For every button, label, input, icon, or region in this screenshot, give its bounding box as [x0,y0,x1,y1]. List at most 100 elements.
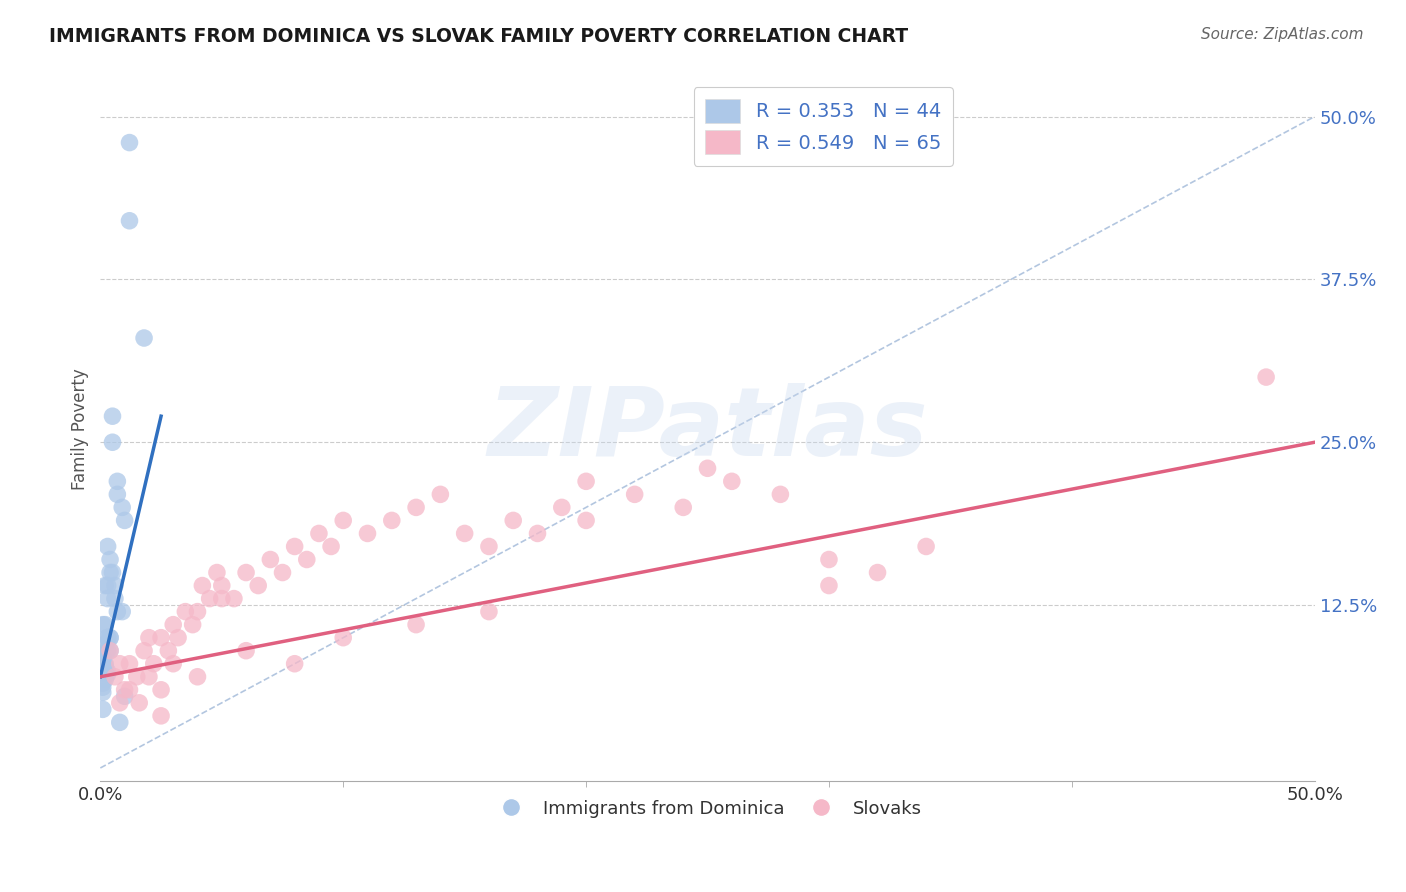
Point [138,670,160,684]
Point [167,631,190,645]
Point [97,631,120,645]
Point [235,643,257,657]
Point [118,657,141,671]
Point [478,540,501,554]
Point [162,617,184,632]
Point [108,657,131,671]
Point [97,643,120,657]
Point [98,643,121,657]
Point [308,526,330,541]
Point [284,540,307,554]
Point [150,709,173,723]
Point [108,715,131,730]
Point [405,500,427,515]
Point [222,591,245,606]
Point [97,578,120,592]
Point [125,670,148,684]
Point [247,578,270,592]
Point [526,526,548,541]
Point [98,631,121,645]
Point [105,605,128,619]
Point [319,540,342,554]
Point [271,566,294,580]
Point [284,657,307,671]
Point [162,657,184,671]
Point [332,631,354,645]
Point [114,690,136,704]
Text: IMMIGRANTS FROM DOMINICA VS SLOVAK FAMILY POVERTY CORRELATION CHART: IMMIGRANTS FROM DOMINICA VS SLOVAK FAMIL… [49,27,908,45]
Text: Source: ZipAtlas.com: Source: ZipAtlas.com [1201,27,1364,42]
Point [94,657,117,671]
Point [104,578,127,592]
Point [105,475,128,489]
Point [191,578,214,592]
Point [295,552,318,566]
Point [98,643,121,657]
Point [98,631,121,645]
Point [111,500,134,515]
Point [453,526,475,541]
Point [91,617,114,632]
Point [104,591,127,606]
Point [114,682,136,697]
Point [108,696,131,710]
Point [332,513,354,527]
Point [551,500,574,515]
Point [101,435,124,450]
Legend: Immigrants from Dominica, Slovaks: Immigrants from Dominica, Slovaks [485,792,929,825]
Point [769,487,792,501]
Point [94,637,117,651]
Point [235,566,257,580]
Point [150,682,173,697]
Point [94,662,117,676]
Point [94,643,117,657]
Point [118,682,141,697]
Point [623,487,645,501]
Point [132,331,155,345]
Point [97,631,120,645]
Point [111,605,134,619]
Point [429,487,451,501]
Point [672,500,695,515]
Point [105,487,128,501]
Point [132,643,155,657]
Point [128,696,150,710]
Point [91,676,114,690]
Point [174,605,197,619]
Point [97,667,120,681]
Point [818,578,841,592]
Point [186,605,208,619]
Point [97,591,120,606]
Point [91,702,114,716]
Point [211,591,233,606]
Point [150,631,173,645]
Point [478,605,501,619]
Point [205,566,228,580]
Point [575,475,598,489]
Point [211,578,233,592]
Point [181,617,204,632]
Point [696,461,718,475]
Point [381,513,404,527]
Point [114,513,136,527]
Point [259,552,281,566]
Point [118,213,141,227]
Point [91,680,114,694]
Point [1256,370,1278,384]
Y-axis label: Family Poverty: Family Poverty [72,368,89,490]
Point [94,673,117,687]
Point [91,650,114,665]
Point [502,513,524,527]
Point [97,540,120,554]
Point [157,643,180,657]
Point [915,540,938,554]
Point [98,552,121,566]
Point [98,566,121,580]
Point [720,475,742,489]
Point [818,552,841,566]
Point [575,513,598,527]
Point [866,566,889,580]
Point [97,665,120,679]
Point [356,526,378,541]
Point [142,657,165,671]
